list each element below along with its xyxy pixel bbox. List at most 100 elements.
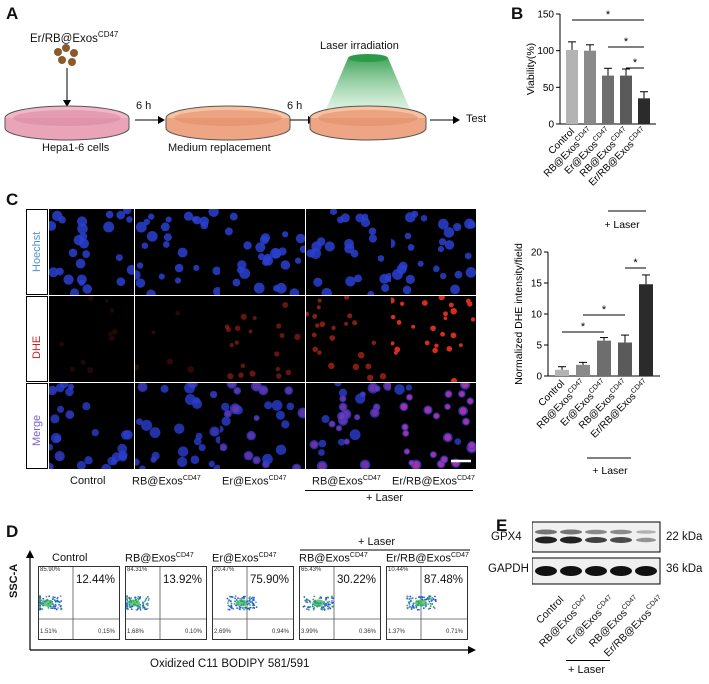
nucleus <box>198 444 206 452</box>
dhe-signal <box>104 298 109 303</box>
merge-signal <box>188 383 196 388</box>
nucleus <box>411 210 419 218</box>
micrograph-cell <box>391 296 476 382</box>
nucleus <box>377 255 384 262</box>
event-dot <box>327 603 330 606</box>
event-dot <box>56 599 59 602</box>
bar <box>597 340 611 376</box>
event-dot <box>139 608 142 611</box>
nucleus <box>438 218 449 230</box>
event-dot <box>430 598 433 601</box>
event-dot <box>243 608 245 611</box>
event-dot <box>329 603 331 606</box>
event-dot <box>128 597 131 600</box>
nucleus <box>78 232 88 241</box>
flow-ul-value: 84.31% <box>127 567 148 573</box>
nucleus <box>158 273 165 280</box>
nucleus <box>211 266 220 276</box>
event-dot <box>432 606 435 608</box>
nucleus <box>270 247 281 259</box>
nucleus <box>253 414 260 421</box>
nucleus <box>141 242 148 250</box>
event-dot <box>226 597 229 600</box>
merge-signal <box>468 442 475 449</box>
nucleus <box>280 260 291 270</box>
merge-signal <box>444 434 452 441</box>
merge-signal <box>424 406 432 414</box>
dhe-signal <box>227 373 234 380</box>
nucleus <box>65 410 75 419</box>
dhe-signal <box>448 302 454 308</box>
event-dot <box>429 602 432 605</box>
bar <box>638 98 650 124</box>
nucleus <box>278 247 287 256</box>
event-dot <box>427 598 430 601</box>
event-dot <box>308 600 311 602</box>
event-dot <box>248 599 251 602</box>
y-tick-label: 100 <box>537 46 554 57</box>
nucleus <box>49 462 54 469</box>
nucleus <box>317 449 325 456</box>
merge-signal <box>339 403 346 410</box>
flow-ll-value: 3.99% <box>301 629 319 635</box>
event-dot <box>409 595 412 598</box>
event-dot <box>39 595 41 597</box>
merge-signal <box>247 432 255 439</box>
event-dot <box>431 602 434 605</box>
event-dot <box>331 602 334 605</box>
event-dot <box>249 601 252 604</box>
nucleus <box>378 273 389 284</box>
nucleus <box>187 383 198 389</box>
row-label-merge: Merge <box>26 383 48 469</box>
event-dot <box>325 604 328 607</box>
bar <box>620 75 632 124</box>
nucleus <box>465 267 476 278</box>
microscopy-grid: Hoechst DHE Merge <box>26 209 476 471</box>
event-dot <box>238 605 241 608</box>
dhe-signal <box>391 341 395 346</box>
nucleus <box>177 247 188 258</box>
superscript: CD47 <box>592 126 610 144</box>
dhe-signal <box>411 324 416 329</box>
event-dot <box>415 606 418 609</box>
event-dot <box>48 595 51 598</box>
event-dot <box>137 595 140 598</box>
laser-group-line-e <box>566 660 610 661</box>
event-dot <box>410 597 413 600</box>
event-dot <box>408 598 411 600</box>
gpx4-size: 22 kDa <box>666 531 703 543</box>
dhe-signal <box>352 363 359 371</box>
event-dot <box>249 604 251 606</box>
nucleus <box>299 245 305 254</box>
superscript: CD47 <box>588 378 606 396</box>
event-dot <box>312 608 315 611</box>
step2-label: 6 h <box>287 100 303 112</box>
event-dot <box>408 603 411 606</box>
superscript: CD47 <box>567 378 585 396</box>
micrograph-cell <box>391 383 476 469</box>
nucleus <box>437 246 445 253</box>
dhe-signal <box>276 373 282 379</box>
event-dot <box>240 597 243 600</box>
event-dot <box>235 599 238 601</box>
dhe-signal <box>470 317 476 322</box>
lane-labels: Control RB@ExosCD47 Er@ExosCD47 RB@ExosCD47… <box>520 592 700 672</box>
event-dot <box>39 599 41 602</box>
event-dot <box>60 600 63 602</box>
nucleus <box>232 278 241 287</box>
event-dot <box>59 605 62 608</box>
nucleus <box>137 383 148 393</box>
nucleus <box>292 463 302 469</box>
micrograph-cell <box>220 209 305 295</box>
dhe-signal <box>282 302 289 309</box>
nucleus <box>338 388 347 398</box>
nucleus <box>220 443 228 452</box>
nucleus <box>350 249 358 258</box>
nucleus <box>405 274 415 285</box>
y-tick-label: 0 <box>548 120 554 131</box>
dhe-signal <box>112 328 118 335</box>
nucleus <box>136 262 143 269</box>
merge-signal <box>400 403 408 410</box>
event-dot <box>424 598 426 601</box>
nucleus <box>49 443 54 451</box>
